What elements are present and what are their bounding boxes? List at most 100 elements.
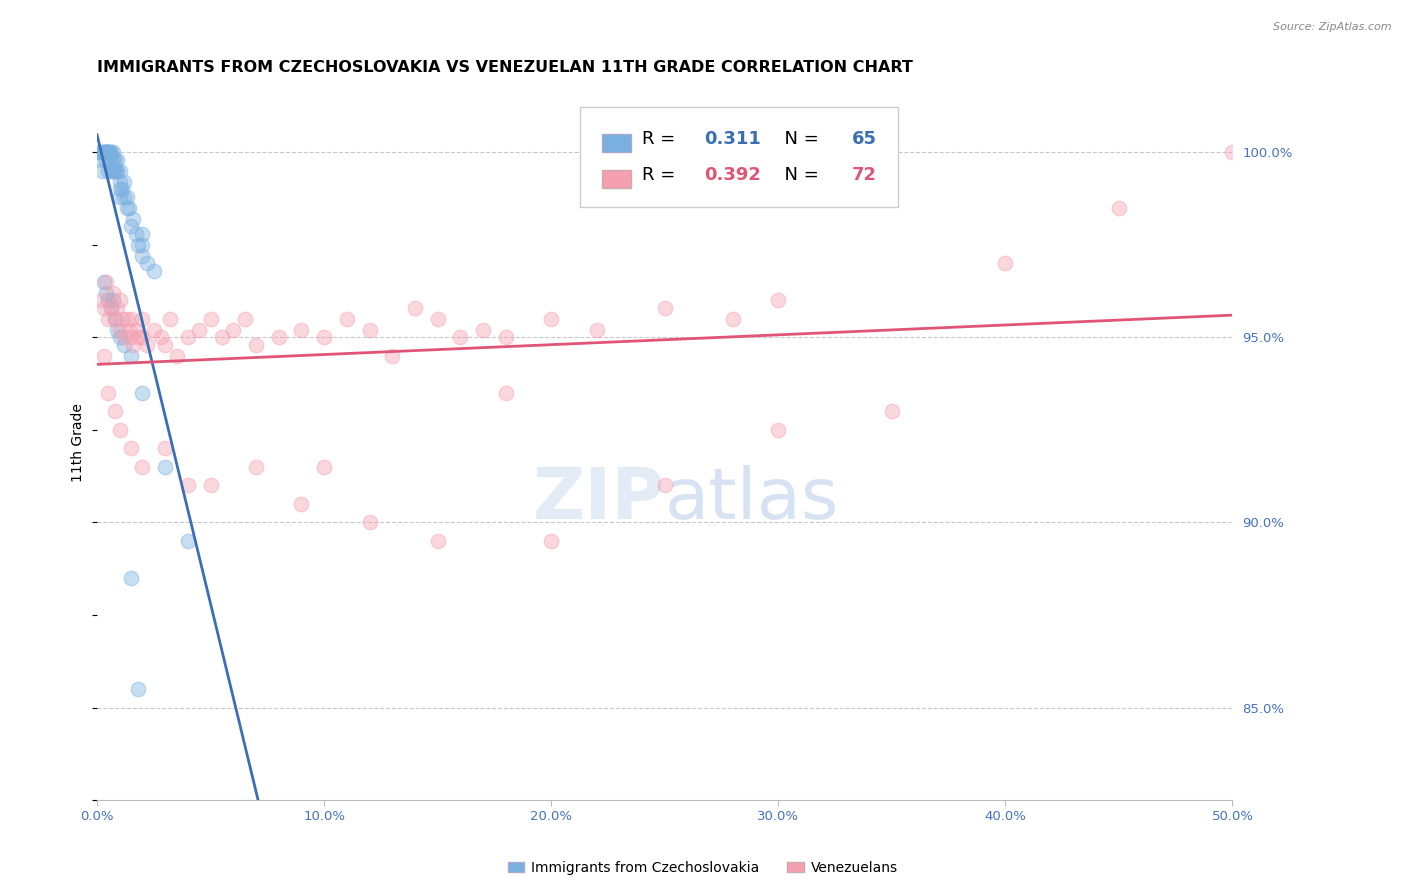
Point <box>112 337 135 351</box>
Point <box>120 311 142 326</box>
Point <box>153 337 176 351</box>
Point <box>381 349 404 363</box>
Text: N =: N = <box>773 166 824 184</box>
Point <box>91 145 114 160</box>
Point <box>103 163 125 178</box>
Point <box>314 459 336 474</box>
Point <box>108 293 131 308</box>
Point <box>245 337 267 351</box>
Point <box>98 153 121 167</box>
Point <box>142 263 165 277</box>
Point <box>108 175 131 189</box>
Point <box>104 404 127 418</box>
Point <box>107 163 129 178</box>
Point <box>166 349 188 363</box>
Point <box>94 275 117 289</box>
Point <box>107 153 129 167</box>
Point <box>404 301 426 315</box>
Point <box>94 145 117 160</box>
Point <box>104 153 127 167</box>
Point <box>136 337 159 351</box>
Text: Source: ZipAtlas.com: Source: ZipAtlas.com <box>1274 22 1392 32</box>
Point <box>495 385 517 400</box>
Point <box>1222 145 1244 160</box>
Point <box>108 423 131 437</box>
Point <box>585 323 607 337</box>
Point <box>89 145 111 160</box>
Point <box>994 256 1017 270</box>
Point <box>188 323 211 337</box>
Bar <box>602 169 631 187</box>
Point <box>127 681 149 696</box>
Point <box>131 227 153 241</box>
Point <box>96 145 118 160</box>
Point <box>115 201 138 215</box>
Point <box>97 145 120 160</box>
Point <box>101 145 124 160</box>
Point <box>245 459 267 474</box>
Point <box>104 311 127 326</box>
Point <box>101 163 124 178</box>
Point <box>654 478 676 492</box>
Point <box>100 145 122 160</box>
Point <box>93 145 115 160</box>
Point <box>101 285 124 300</box>
Point <box>177 533 200 548</box>
Point <box>115 311 138 326</box>
FancyBboxPatch shape <box>579 107 897 207</box>
Point <box>120 330 142 344</box>
Point <box>359 323 381 337</box>
Point <box>108 189 131 203</box>
Point <box>721 311 744 326</box>
Point <box>142 323 165 337</box>
Point <box>768 293 790 308</box>
Point <box>108 323 131 337</box>
Point <box>115 189 138 203</box>
Point <box>98 145 121 160</box>
Point <box>101 153 124 167</box>
Point <box>90 153 112 167</box>
Point <box>101 293 124 308</box>
Point <box>111 311 134 326</box>
Point <box>111 182 134 196</box>
Point <box>112 330 135 344</box>
Point <box>290 497 312 511</box>
Point <box>426 311 449 326</box>
Point <box>200 478 222 492</box>
Point <box>540 311 562 326</box>
Point <box>177 478 200 492</box>
Point <box>127 237 149 252</box>
Text: N =: N = <box>773 130 824 148</box>
Point <box>105 163 128 178</box>
Point <box>426 533 449 548</box>
Point <box>112 175 135 189</box>
Point <box>108 182 131 196</box>
Point <box>654 301 676 315</box>
Point <box>768 423 790 437</box>
Point <box>90 293 112 308</box>
Point <box>153 459 176 474</box>
Point <box>122 337 145 351</box>
Text: R =: R = <box>643 130 681 148</box>
Point <box>97 385 120 400</box>
Point <box>100 301 122 315</box>
Point <box>449 330 471 344</box>
Point <box>153 442 176 456</box>
Point <box>131 459 153 474</box>
Point <box>120 349 142 363</box>
Text: 0.311: 0.311 <box>704 130 762 148</box>
Point <box>136 256 159 270</box>
Y-axis label: 11th Grade: 11th Grade <box>72 403 86 483</box>
Point <box>127 330 149 344</box>
Point <box>131 311 153 326</box>
Point <box>540 533 562 548</box>
Point <box>336 311 359 326</box>
Point <box>100 153 122 167</box>
Point <box>108 163 131 178</box>
Point <box>93 275 115 289</box>
Point <box>314 330 336 344</box>
Text: 65: 65 <box>852 130 877 148</box>
Point <box>90 163 112 178</box>
Point <box>177 330 200 344</box>
Text: atlas: atlas <box>665 466 839 534</box>
